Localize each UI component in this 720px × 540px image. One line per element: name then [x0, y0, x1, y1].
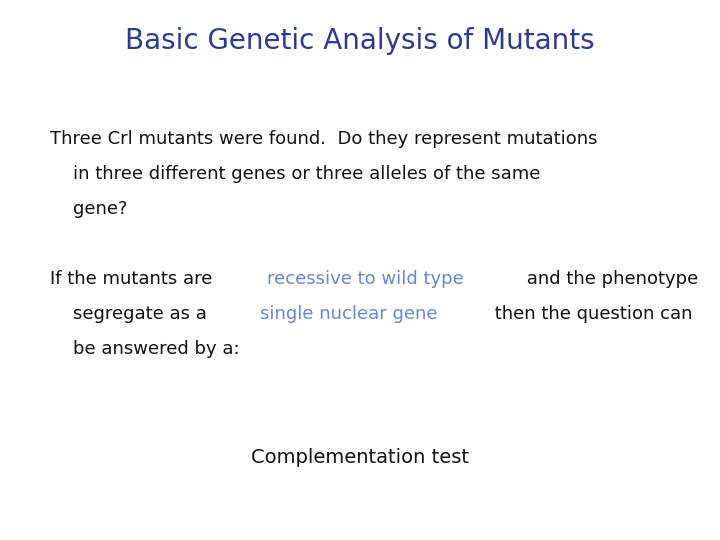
- Text: Basic Genetic Analysis of Mutants: Basic Genetic Analysis of Mutants: [125, 27, 595, 55]
- Text: gene?: gene?: [50, 200, 128, 218]
- Text: Complementation test: Complementation test: [251, 448, 469, 467]
- Text: in three different genes or three alleles of the same: in three different genes or three allele…: [50, 165, 541, 183]
- Text: recessive to wild type: recessive to wild type: [267, 270, 464, 288]
- Text: be answered by a:: be answered by a:: [50, 340, 240, 358]
- Text: segregate as a: segregate as a: [50, 305, 213, 323]
- Text: and the phenotype: and the phenotype: [521, 270, 698, 288]
- Text: If the mutants are: If the mutants are: [50, 270, 219, 288]
- Text: Three Crl mutants were found.  Do they represent mutations: Three Crl mutants were found. Do they re…: [50, 130, 598, 147]
- Text: then the question can: then the question can: [490, 305, 693, 323]
- Text: single nuclear gene: single nuclear gene: [260, 305, 438, 323]
